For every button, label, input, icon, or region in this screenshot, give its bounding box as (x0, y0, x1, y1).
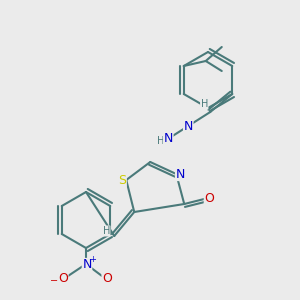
Text: O: O (58, 272, 68, 284)
Text: +: + (90, 254, 96, 263)
Text: N: N (164, 131, 173, 145)
Text: O: O (102, 272, 112, 284)
Text: −: − (50, 276, 58, 286)
Text: N: N (82, 259, 92, 272)
Text: H: H (103, 226, 110, 236)
Text: N: N (184, 119, 193, 133)
Text: O: O (204, 193, 214, 206)
Text: N: N (176, 167, 185, 181)
Text: H: H (201, 99, 208, 109)
Text: H: H (157, 136, 164, 146)
Text: S: S (118, 173, 126, 187)
